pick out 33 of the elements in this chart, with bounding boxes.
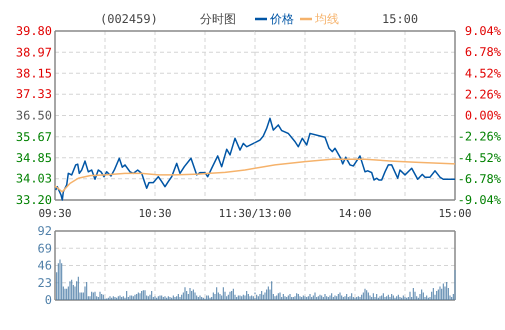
- y-tick-label: 36.50: [16, 108, 52, 122]
- y-tick-label: 39.80: [16, 24, 52, 38]
- x-tick-label: 09:30: [38, 207, 72, 220]
- y-tick-label: 92: [38, 224, 52, 238]
- y-tick-label: 46: [38, 258, 52, 272]
- y-tick-label: 0: [44, 293, 52, 307]
- y-tick-label: 23: [38, 276, 52, 290]
- y-tick-label: 33.20: [16, 193, 52, 207]
- legend-label: 价格: [269, 12, 294, 26]
- text: 15:00: [382, 12, 418, 26]
- x-tick-label: 14:00: [338, 207, 372, 220]
- y-tick-label: 38.15: [16, 66, 52, 80]
- x-tick-label: 10:30: [138, 207, 172, 220]
- text: -6.78%: [458, 172, 501, 186]
- y-tick-label: 34.85: [16, 150, 52, 165]
- chart-title: (002459): [100, 12, 158, 26]
- text: 0.00%: [464, 108, 501, 122]
- text: -4.52%: [458, 150, 501, 165]
- text: -2.26%: [458, 130, 501, 144]
- x-tick-label: 11:30/13:00: [218, 207, 292, 220]
- chart-subtitle: 分时图: [200, 12, 236, 26]
- y-tick-label: 38.97: [16, 45, 52, 60]
- text: -9.04%: [458, 193, 501, 207]
- x-tick-label: 15:00: [438, 207, 472, 220]
- legend-label: 均线: [314, 12, 339, 26]
- text: 6.78%: [464, 45, 501, 60]
- y-tick-label: 34.03: [16, 172, 52, 186]
- text: 2.26%: [464, 87, 501, 102]
- text: 9.04%: [464, 24, 501, 38]
- text: 4.52%: [464, 66, 501, 80]
- y-tick-label: 69: [38, 241, 52, 256]
- y-tick-label: 37.33: [16, 87, 52, 102]
- y-tick-label: 35.67: [16, 130, 52, 144]
